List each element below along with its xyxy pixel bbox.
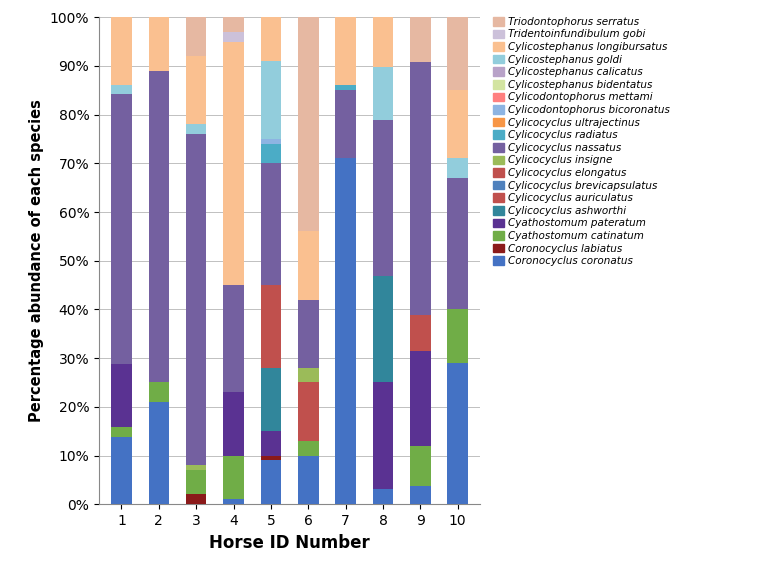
Bar [373, 383, 393, 489]
Bar [261, 144, 281, 163]
Bar [111, 427, 132, 437]
Bar [410, 486, 431, 504]
Bar [373, 489, 393, 504]
Bar [223, 392, 244, 456]
Bar [186, 470, 207, 494]
Y-axis label: Percentage abundance of each species: Percentage abundance of each species [29, 99, 44, 422]
Bar [447, 178, 468, 309]
Bar [111, 17, 132, 85]
Bar [186, 124, 207, 134]
Bar [149, 71, 169, 383]
Bar [111, 95, 132, 364]
Bar [410, 17, 431, 62]
Bar [223, 17, 244, 32]
Bar [261, 363, 281, 368]
Bar [186, 134, 207, 465]
Bar [298, 300, 319, 368]
Bar [298, 436, 319, 441]
Bar [111, 437, 132, 504]
Bar [223, 32, 244, 42]
Bar [186, 56, 207, 124]
Bar [186, 494, 207, 504]
Bar [447, 17, 468, 90]
Bar [410, 351, 431, 446]
Bar [149, 402, 169, 504]
Bar [373, 17, 393, 66]
Bar [298, 368, 319, 383]
Bar [261, 61, 281, 139]
Bar [335, 90, 356, 158]
Bar [410, 62, 431, 315]
Bar [223, 42, 244, 285]
Bar [261, 461, 281, 504]
Bar [298, 441, 319, 456]
Bar [223, 500, 244, 504]
Bar [335, 85, 356, 90]
Bar [149, 17, 169, 71]
Bar [111, 85, 132, 95]
Bar [447, 363, 468, 504]
Bar [223, 456, 244, 500]
Bar [261, 163, 281, 285]
Bar [111, 364, 132, 427]
Bar [261, 139, 281, 144]
Bar [335, 17, 356, 85]
Bar [261, 456, 281, 461]
Bar [298, 231, 319, 300]
Bar [335, 158, 356, 504]
Bar [447, 90, 468, 158]
Bar [298, 456, 319, 504]
Bar [261, 431, 281, 456]
Bar [261, 17, 281, 61]
Bar [261, 368, 281, 431]
Legend: Triodontophorus serratus, Tridentoinfundibulum gobi, Cylicostephanus longibursat: Triodontophorus serratus, Tridentoinfund… [489, 13, 674, 270]
Bar [373, 66, 393, 120]
Bar [261, 285, 281, 363]
Bar [373, 276, 393, 383]
Bar [410, 446, 431, 486]
Bar [373, 120, 393, 276]
Bar [298, 17, 319, 231]
Bar [223, 285, 244, 392]
Bar [447, 309, 468, 363]
Bar [447, 159, 468, 178]
Bar [186, 17, 207, 56]
Bar [149, 383, 169, 402]
Bar [186, 465, 207, 470]
X-axis label: Horse ID Number: Horse ID Number [210, 533, 370, 552]
Bar [298, 383, 319, 436]
Bar [410, 315, 431, 351]
